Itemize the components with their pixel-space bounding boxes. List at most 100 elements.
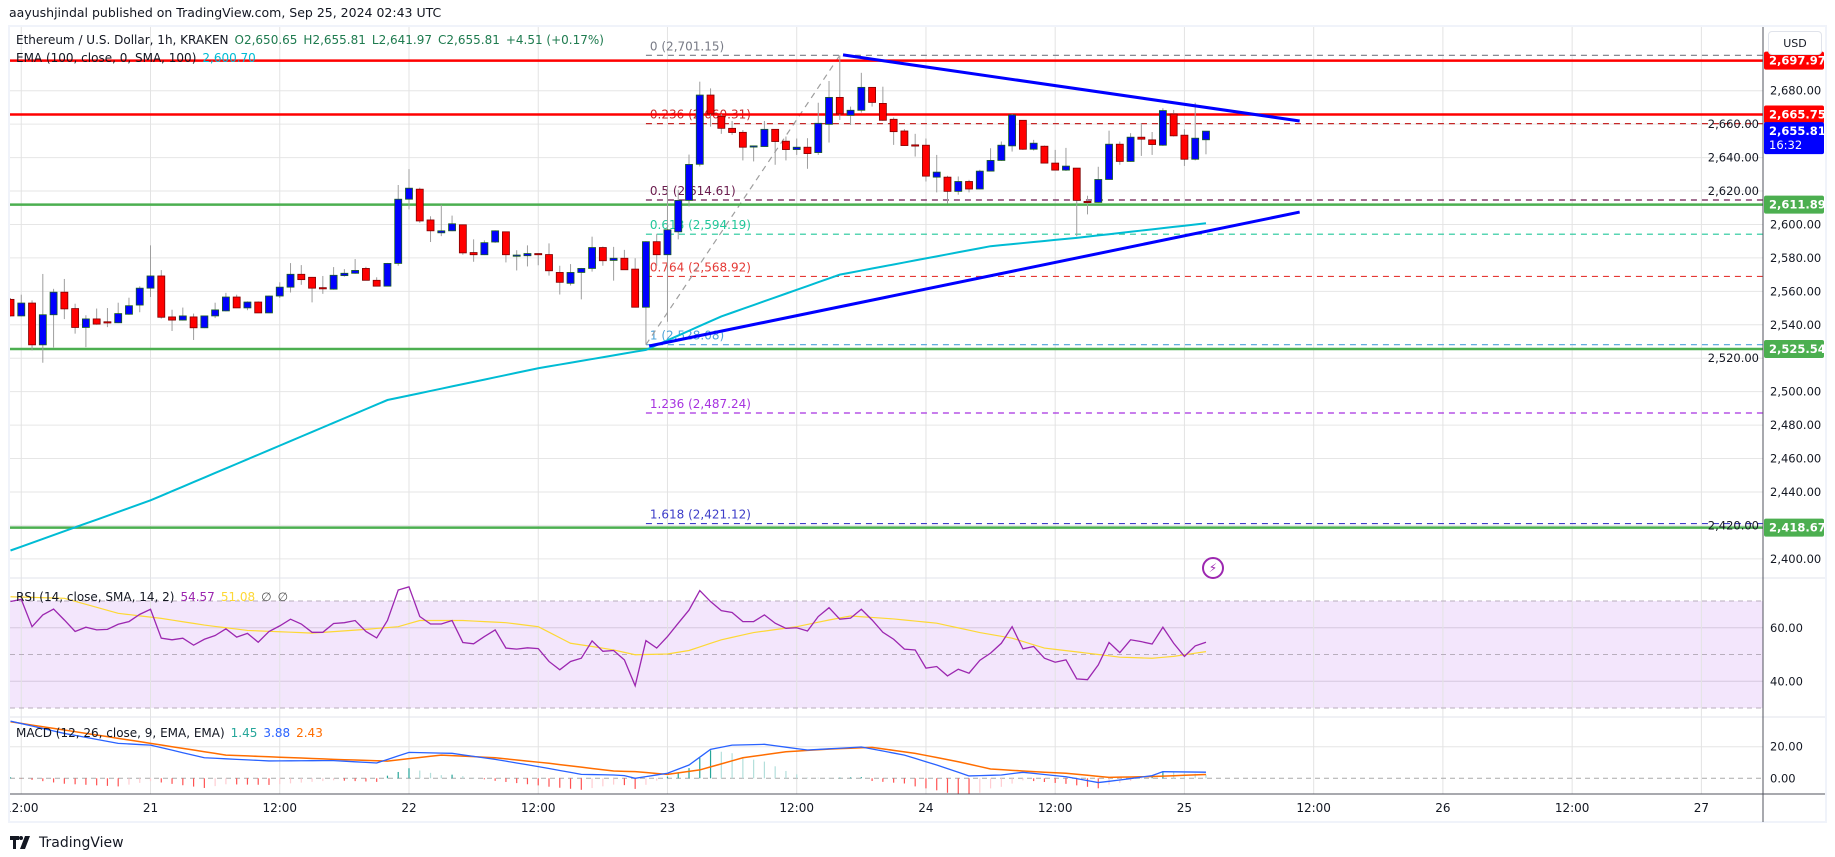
level-price-label-box [1764, 51, 1824, 70]
candle [1191, 102, 1200, 161]
candle-body [254, 301, 263, 314]
candle-body [846, 109, 855, 116]
candle [792, 138, 801, 155]
candle-body [900, 130, 909, 146]
lightning-bolt-icon[interactable]: ⚡ [1202, 557, 1224, 579]
candle-body [49, 291, 58, 316]
level-price-label: 2,697.97 [1769, 54, 1826, 68]
candle [81, 315, 90, 348]
candle [771, 128, 780, 165]
candle [1202, 130, 1210, 155]
candle-body [577, 268, 586, 273]
candle-body [620, 257, 629, 271]
macd-tick-label: 0.00 [1770, 771, 1796, 785]
candle-body [232, 296, 241, 309]
candle [114, 302, 123, 324]
candle [318, 275, 327, 294]
candle [1040, 145, 1049, 164]
candle [1126, 133, 1135, 162]
currency-button[interactable]: USD [1768, 31, 1822, 55]
candle-body [717, 115, 726, 129]
candle-body [598, 247, 607, 262]
candle [1094, 166, 1103, 203]
candle-body [103, 321, 112, 324]
candle-body [1072, 167, 1081, 201]
candle [1062, 147, 1070, 171]
price-tick-label: 2,460.00 [1770, 452, 1821, 466]
rsi-tick-label: 40.00 [1770, 674, 1803, 688]
candle [308, 276, 316, 303]
time-tick-label: 12:00 [521, 801, 556, 815]
candle [728, 120, 736, 135]
candle-body [10, 298, 15, 317]
candle [232, 294, 241, 309]
candle [125, 297, 133, 315]
candle [286, 263, 295, 293]
time-tick-label: 22 [401, 801, 416, 815]
candle [491, 230, 500, 243]
tradingview-logo[interactable]: TradingView [10, 835, 124, 851]
time-tick-label: 26 [1435, 801, 1450, 815]
trendline [648, 210, 1300, 348]
candle [588, 236, 596, 272]
candle-body [458, 224, 467, 254]
candle [71, 303, 80, 334]
candle-body [286, 273, 295, 288]
candle-body [125, 305, 133, 315]
time-tick-label: 12:00 [1555, 801, 1590, 815]
time-tick-label: 12:00 [262, 801, 297, 815]
candle-body [965, 181, 973, 190]
candle [545, 243, 553, 276]
time-tick-label: 21 [143, 801, 158, 815]
candle-body [652, 241, 661, 256]
candle [975, 169, 984, 190]
candle [706, 88, 715, 127]
candle [243, 301, 252, 311]
candle-body [372, 279, 381, 287]
candle-body [588, 247, 596, 269]
candle-body [491, 230, 500, 243]
candle [835, 55, 844, 120]
rsi-na-2: ∅ [277, 590, 289, 604]
macd-hist-value: 1.45 [230, 726, 258, 740]
candle [760, 120, 769, 147]
price-tick-label: 2,540.00 [1770, 318, 1821, 332]
candle [857, 72, 866, 113]
candle [135, 286, 144, 313]
candle-body [71, 308, 80, 328]
candle-body [1148, 139, 1157, 145]
fib-trend-line [645, 55, 841, 346]
price-tick-label: 2,400.00 [1770, 552, 1821, 566]
candle-body [1137, 136, 1146, 140]
candle [965, 179, 973, 193]
candle [609, 246, 618, 281]
candle [1169, 109, 1178, 137]
macd-signal-value: 2.43 [296, 726, 323, 740]
candle [103, 308, 112, 328]
candle-body [695, 94, 704, 165]
candle [814, 102, 823, 155]
price-tick-label: 2,480.00 [1770, 418, 1821, 432]
candle [1105, 130, 1113, 180]
candle-body [685, 164, 693, 201]
candle-body [889, 118, 898, 133]
candle [1029, 139, 1038, 151]
candle [986, 148, 995, 172]
level-price-label: 2,665.75 [1769, 108, 1826, 122]
symbol-name: Ethereum / U.S. Dollar, 1h, KRAKEN [16, 33, 229, 47]
candle [458, 224, 467, 255]
tradingview-logo-icon [10, 836, 30, 849]
candle-body [545, 254, 553, 272]
candle [275, 282, 284, 299]
candle-body [168, 316, 176, 321]
low-value: L2,641.97 [371, 33, 433, 47]
candle [1083, 195, 1092, 215]
price-tick-label: 2,680.00 [1770, 84, 1821, 98]
price-tick-label: 2,640.00 [1708, 151, 1759, 165]
candle-body [911, 144, 920, 147]
candle-body [555, 272, 564, 283]
candle-body [81, 318, 90, 328]
candle [1148, 131, 1157, 155]
candle [480, 240, 489, 256]
